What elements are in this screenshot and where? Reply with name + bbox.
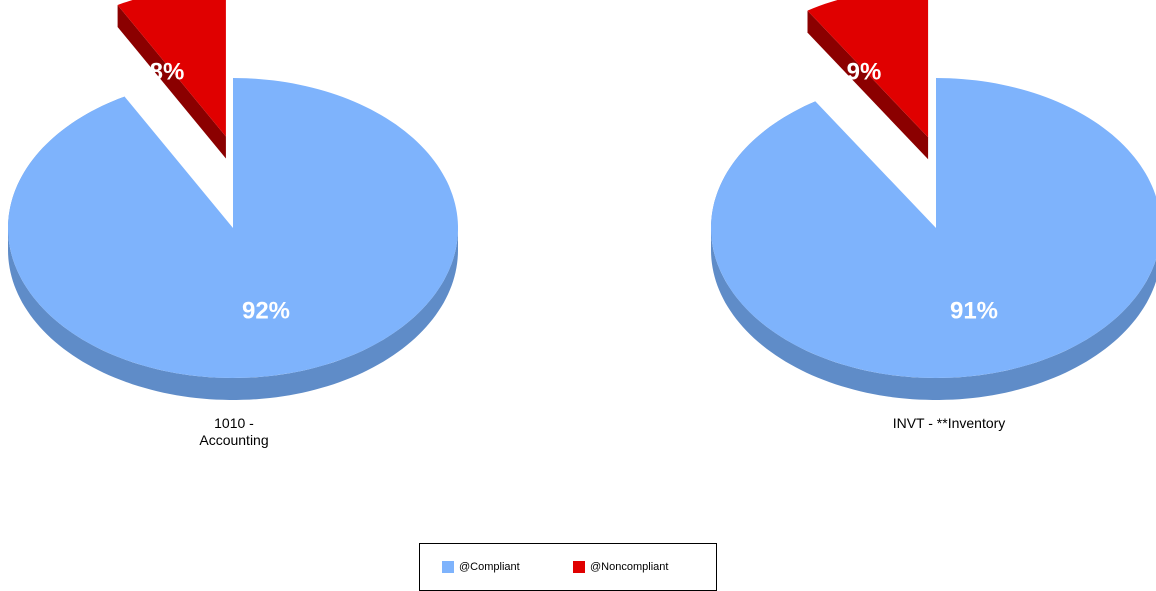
pie-2-label-compliant: 91% [950,297,998,324]
pie-2-slice-compliant [711,78,1156,378]
legend-label-compliant: @Compliant [459,561,520,573]
pie-1-noncompliant-side [117,5,226,159]
pie-1-label-noncompliant: 8% [150,58,185,85]
pie-2-category-line-1: INVT - **Inventory [892,415,1006,431]
legend-item-noncompliant: @Noncompliant [573,561,668,573]
legend-swatch-compliant [442,561,454,573]
chart-legend: @Compliant @Noncompliant [419,543,717,591]
pie-1-category-line-1: 1010 - [214,415,254,431]
pie-2: 91% 9% [711,0,1156,400]
pie-1-slice-noncompliant [117,0,226,137]
pie-2-slice-noncompliant [807,0,929,138]
pie-1: 92% 8% [8,0,458,400]
legend-swatch-noncompliant [573,561,585,573]
pie-1-label-compliant: 92% [242,297,290,324]
pie-2-label-noncompliant: 9% [847,58,882,85]
legend-label-noncompliant: @Noncompliant [590,561,669,573]
pie-1-slice-compliant [8,78,458,378]
pie-1-category-label: 1010 - Accounting [124,415,344,449]
legend-item-compliant: @Compliant [442,561,520,573]
pie-2-category-label: INVT - **Inventory [839,415,1059,432]
pie-2-noncompliant-side [807,10,929,160]
pie-1-category-line-2: Accounting [199,432,269,448]
